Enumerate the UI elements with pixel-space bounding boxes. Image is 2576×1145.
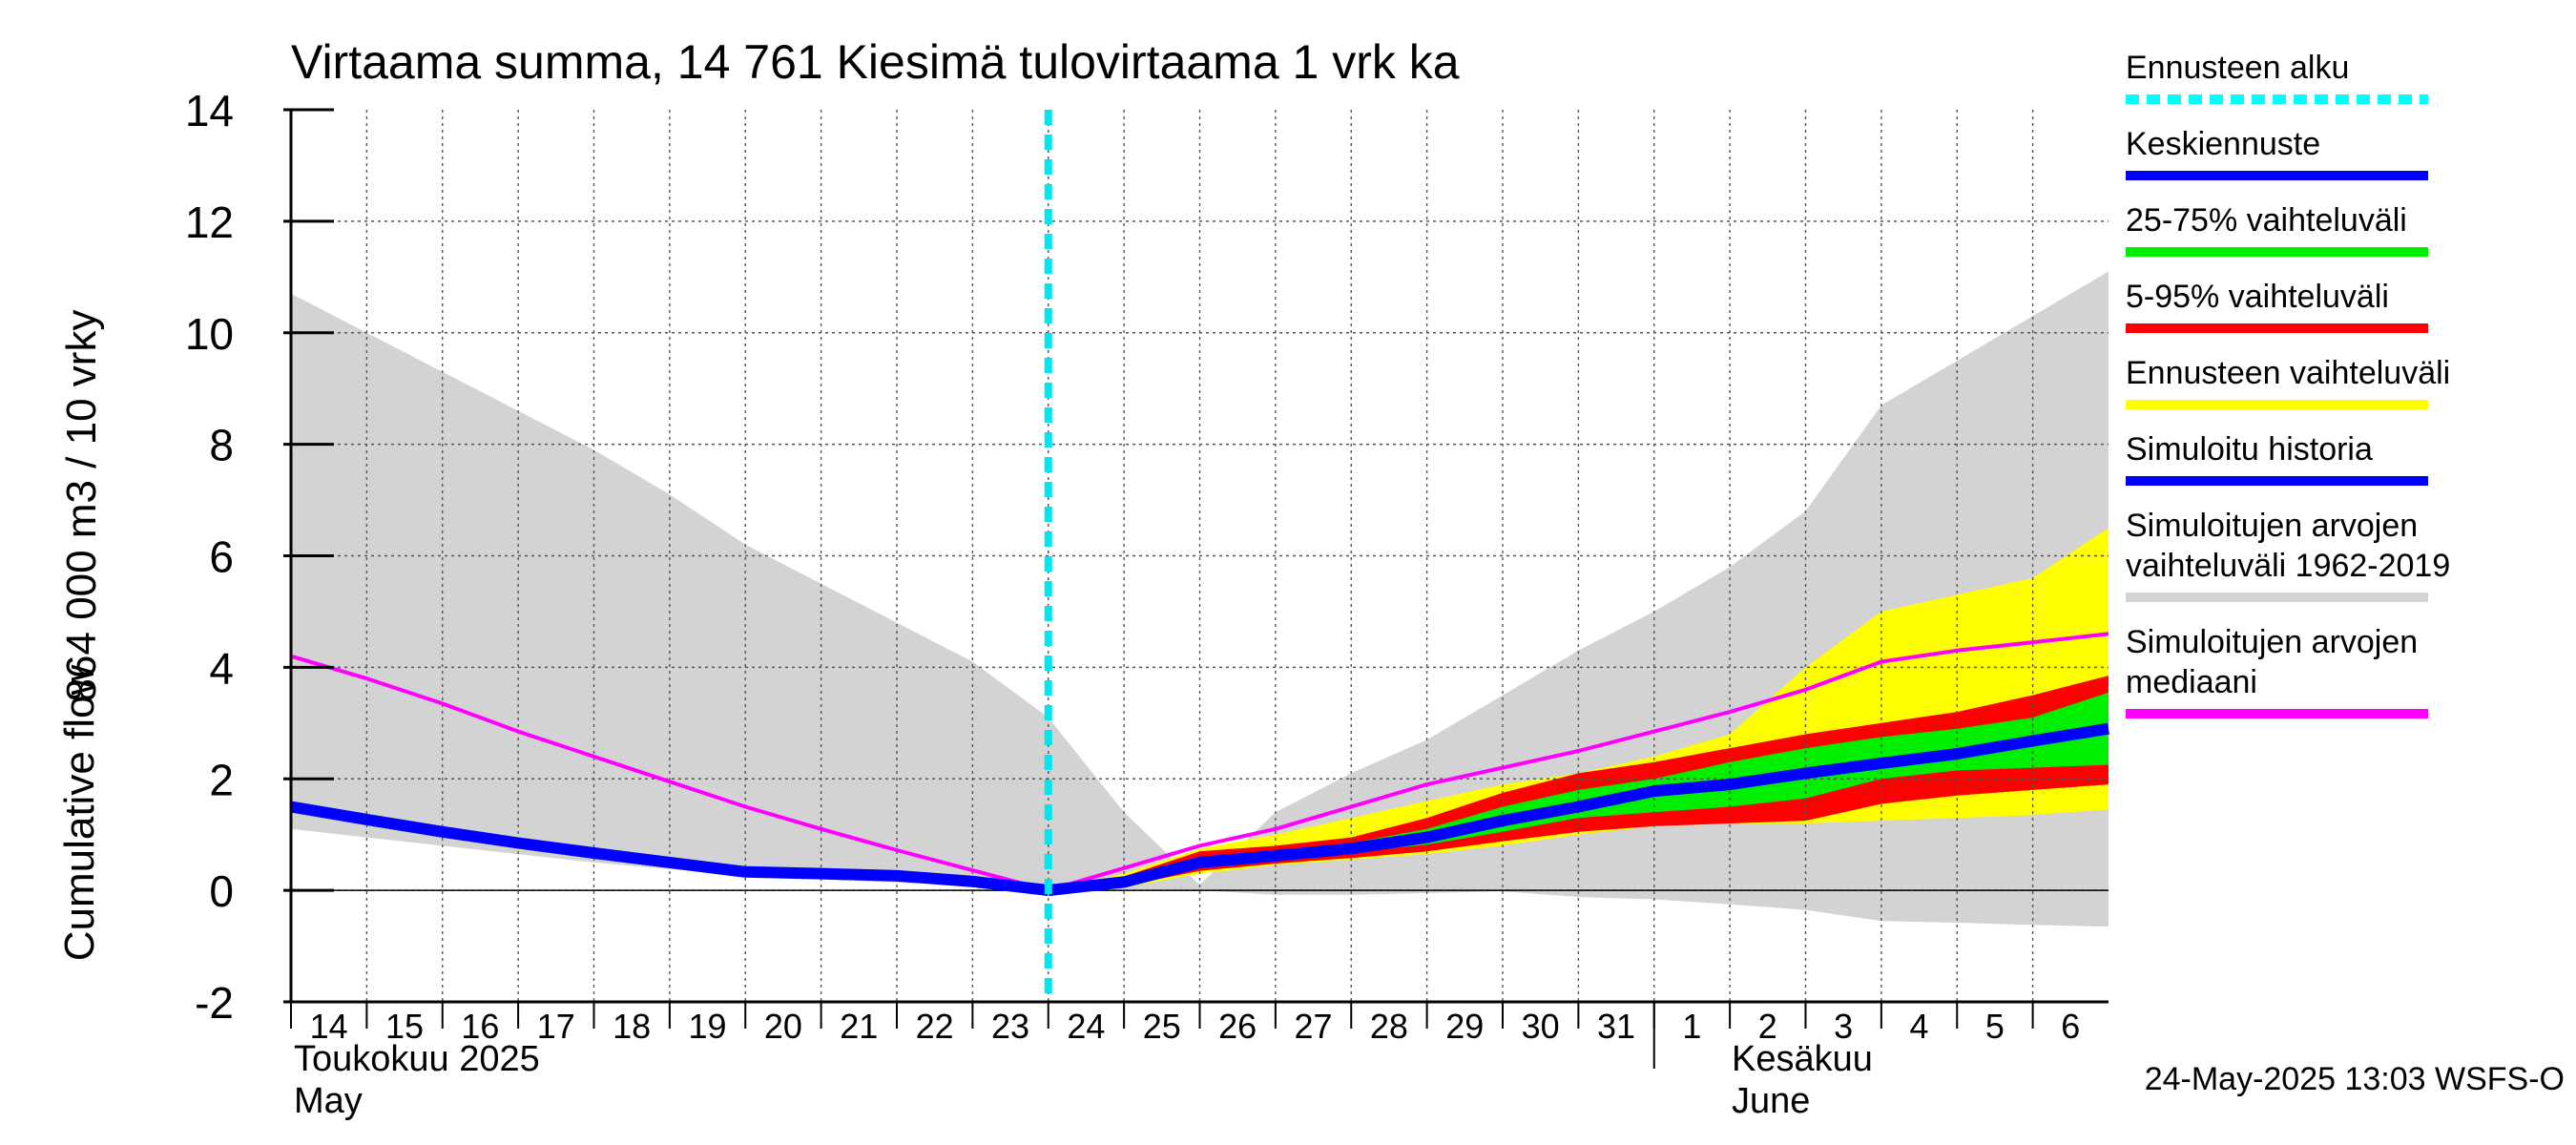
x-tick-label: 1 <box>1682 1007 1701 1046</box>
band-2 <box>1048 676 2109 891</box>
y-tick-label: 10 <box>185 309 234 359</box>
x-tick-label: 19 <box>689 1007 727 1046</box>
legend-label: Ennusteen alku <box>2126 50 2349 86</box>
chart-title: Virtaama summa, 14 761 Kiesimä tulovirta… <box>291 35 1460 89</box>
x-tick-label: 28 <box>1370 1007 1408 1046</box>
x-tick-label: 29 <box>1445 1007 1484 1046</box>
x-tick-label: 18 <box>613 1007 651 1046</box>
month-label-may-en: May <box>294 1081 363 1121</box>
legend-item-0: Ennusteen alku <box>2126 50 2428 104</box>
y-tick-label: 2 <box>209 755 234 804</box>
x-tick-label: 27 <box>1295 1007 1333 1046</box>
x-tick-label: 5 <box>1985 1007 2005 1046</box>
legend-label: Simuloitujen arvojen <box>2126 624 2418 660</box>
legend-item-4: Ennusteen vaihteluväli <box>2126 355 2450 409</box>
timestamp-label: 24-May-2025 13:03 WSFS-O <box>2145 1061 2565 1097</box>
x-tick-label: 31 <box>1597 1007 1635 1046</box>
x-tick-label: 20 <box>764 1007 802 1046</box>
legend-item-3: 5-95% vaihteluväli <box>2126 279 2428 333</box>
x-tick-label: 3 <box>1834 1007 1853 1046</box>
x-tick-label: 26 <box>1218 1007 1257 1046</box>
legend-item-7: Simuloitujen arvojen mediaani <box>2126 624 2428 718</box>
x-tick-label: 14 <box>310 1007 348 1046</box>
x-tick-label: 22 <box>916 1007 954 1046</box>
y-axis-label-cumulative: Cumulative flow <box>56 665 103 962</box>
month-label-may-fi: Toukokuu 2025 <box>294 1039 540 1079</box>
legend-item-5: Simuloitu historia <box>2126 431 2428 486</box>
y-tick-label: 14 <box>185 86 234 135</box>
legend-label: mediaani <box>2126 664 2257 700</box>
x-tick-label: 16 <box>461 1007 499 1046</box>
series-line-2 <box>1048 722 2109 897</box>
legend-label: vaihteluväli 1962-2019 <box>2126 548 2450 584</box>
series-line-0 <box>290 632 2109 893</box>
series-line-1 <box>290 801 1049 897</box>
x-tick-label: 15 <box>385 1007 424 1046</box>
legend-label: 5-95% vaihteluväli <box>2126 279 2389 315</box>
x-tick-label: 30 <box>1522 1007 1560 1046</box>
legend-item-1: Keskiennuste <box>2126 126 2428 180</box>
month-label-june-fi: Kesäkuu <box>1732 1039 1873 1079</box>
legend-label: Simuloitu historia <box>2126 431 2373 468</box>
x-tick-label: 2 <box>1758 1007 1777 1046</box>
y-tick-label: -2 <box>195 978 234 1028</box>
x-tick-label: 24 <box>1067 1007 1105 1046</box>
x-tick-label: 4 <box>1910 1007 1929 1046</box>
x-tick-label: 25 <box>1143 1007 1181 1046</box>
legend: Ennusteen alku Keskiennuste 25-75% vaihtel… <box>2126 50 2450 718</box>
y-tick-label: 4 <box>209 643 234 693</box>
month-label-june-en: June <box>1732 1081 1810 1121</box>
x-tick-label: 6 <box>2061 1007 2080 1046</box>
y-axis-label-units: 864 000 m3 / 10 vrky <box>58 310 105 702</box>
x-tick-label: 21 <box>840 1007 878 1046</box>
legend-label: Simuloitujen arvojen <box>2126 508 2418 544</box>
legend-item-2: 25-75% vaihteluväli <box>2126 202 2428 257</box>
y-tick-label: 6 <box>209 532 234 582</box>
line-layer <box>290 110 2109 1002</box>
y-tick-label: 0 <box>209 866 234 916</box>
legend-label: Ennusteen vaihteluväli <box>2126 355 2450 391</box>
x-tick-label: 17 <box>537 1007 575 1046</box>
legend-label: Keskiennuste <box>2126 126 2320 162</box>
y-tick-label: 8 <box>209 421 234 470</box>
legend-label: 25-75% vaihteluväli <box>2126 202 2407 239</box>
y-tick-label: 12 <box>185 198 234 247</box>
x-tick-label: 23 <box>991 1007 1029 1046</box>
legend-item-6: Simuloitujen arvojen vaihteluväli 1962-20… <box>2126 508 2450 602</box>
